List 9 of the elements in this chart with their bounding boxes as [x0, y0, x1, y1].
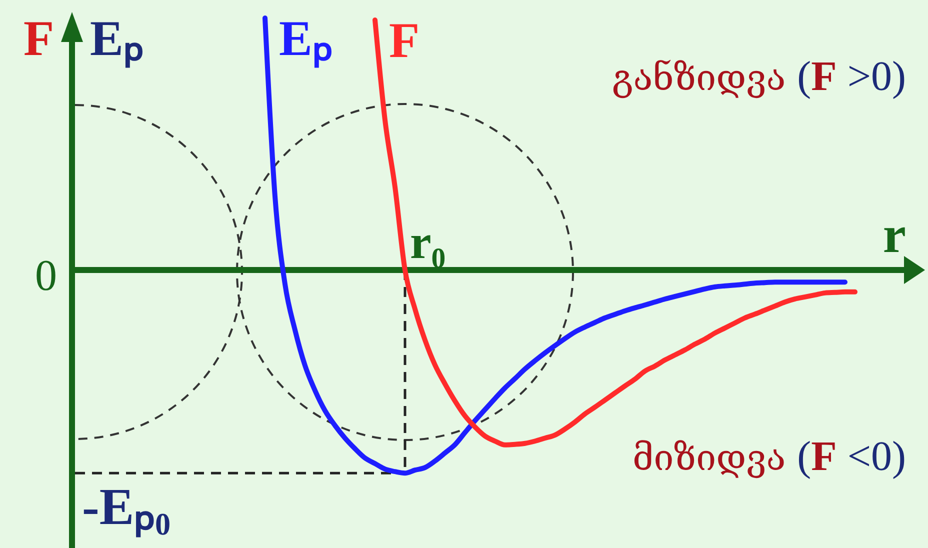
text: r₀ [410, 216, 446, 269]
annotation: მიზიდვა (F <0) [632, 434, 906, 480]
y-axis-title: F Eₚ [23, 10, 144, 68]
annotation: განზიდვა (F >0) [612, 54, 906, 100]
series-label: Eₚ [279, 10, 332, 68]
x-axis-title: r [882, 207, 906, 264]
text: 0 [35, 251, 57, 300]
ref-line-label: -Eₚ₀ [82, 479, 171, 538]
series-label: F [389, 12, 420, 68]
